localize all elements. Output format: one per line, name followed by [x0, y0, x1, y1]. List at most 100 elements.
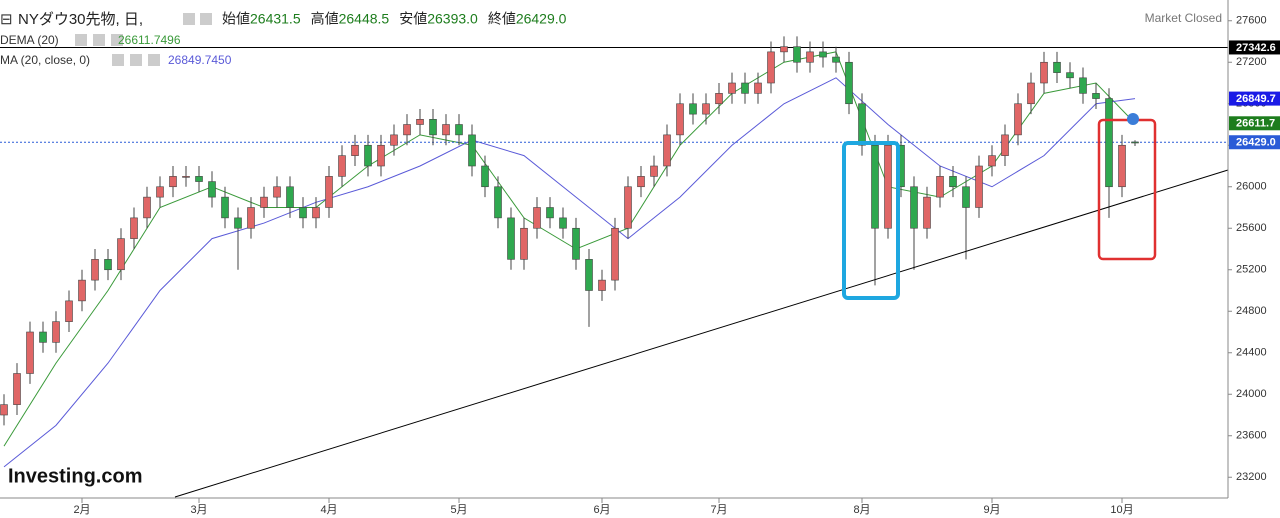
candle-body — [715, 93, 723, 105]
candle-body — [1053, 61, 1061, 73]
x-tick-label: 8月 — [853, 504, 870, 516]
candle-body — [611, 227, 619, 281]
x-tick-label: 6月 — [593, 504, 610, 516]
candle-body — [143, 196, 151, 219]
candle-body — [416, 119, 424, 125]
candle-body — [195, 176, 203, 182]
price-label-box — [1229, 91, 1280, 106]
candle-body — [364, 144, 372, 167]
indicator-line — [3, 77, 1136, 468]
candle-body — [1014, 103, 1022, 136]
candle-body — [1131, 141, 1139, 144]
candle-body — [806, 51, 814, 63]
candle-body — [741, 82, 749, 94]
legend-label: MA (20, close, 0) — [0, 53, 90, 67]
candle-body — [1027, 82, 1035, 105]
settings-icon[interactable] — [93, 34, 105, 46]
settings-icon[interactable] — [112, 54, 124, 66]
y-tick-label: 24400 — [1236, 347, 1267, 359]
candle-body — [780, 46, 788, 53]
ohlc-label: 終値 — [488, 11, 516, 27]
y-tick-label: 23600 — [1236, 430, 1267, 442]
candle-body — [299, 207, 307, 219]
candle-body — [351, 144, 359, 156]
candle-body — [871, 144, 879, 229]
candle-body — [676, 103, 684, 136]
y-tick-label: 24800 — [1236, 305, 1267, 317]
close-icon[interactable] — [111, 34, 123, 46]
y-tick-label: 27200 — [1236, 56, 1267, 68]
candle-body — [923, 196, 931, 229]
event-icon[interactable] — [1127, 113, 1139, 125]
candle-body — [702, 103, 710, 115]
candle-body — [325, 176, 333, 208]
candle-body — [494, 186, 502, 219]
legend-value: 26611.7496 — [118, 33, 181, 47]
candle-body — [1092, 93, 1100, 99]
price-label-box — [1229, 116, 1280, 131]
price-label: 27342.6 — [1236, 42, 1276, 54]
y-tick-label: 26000 — [1236, 181, 1267, 193]
candle-body — [546, 207, 554, 219]
x-tick-label: 7月 — [710, 504, 727, 516]
candle-body — [1079, 77, 1087, 94]
candle-body — [130, 217, 138, 239]
ohlc-value: 26431.5 — [250, 11, 301, 27]
candle-body — [650, 165, 658, 177]
y-tick-label: 24000 — [1236, 388, 1267, 400]
ohlc-label: 高値 — [311, 11, 339, 27]
candle-body — [728, 82, 736, 94]
settings-icon[interactable] — [200, 13, 212, 25]
candle-body — [468, 134, 476, 167]
menu-icon[interactable]: ⊟ — [0, 11, 13, 28]
candle-body — [52, 321, 60, 343]
x-tick-label: 3月 — [190, 504, 207, 516]
candle-body — [559, 217, 567, 229]
settings-icon[interactable] — [75, 34, 87, 46]
candle-body — [442, 124, 450, 136]
candle-body — [689, 103, 697, 115]
candle-body — [403, 124, 411, 136]
candle-body — [624, 186, 632, 229]
candle-body — [832, 56, 840, 63]
settings-icon[interactable] — [183, 13, 195, 25]
candle-body — [13, 373, 21, 405]
candle-body — [39, 331, 47, 343]
y-tick-label: 23200 — [1236, 471, 1267, 483]
price-label-box — [1229, 40, 1280, 55]
candle-body — [429, 119, 437, 136]
y-tick-label: 25600 — [1236, 222, 1267, 234]
ohlc-value: 26393.0 — [427, 11, 478, 27]
highlight-box — [1097, 118, 1157, 261]
close-icon[interactable] — [148, 54, 160, 66]
candle-body — [1066, 72, 1074, 79]
candle-body — [637, 176, 645, 188]
candle-body — [572, 227, 580, 260]
candle-body — [949, 176, 957, 188]
x-tick-label: 4月 — [320, 504, 337, 516]
candle-body — [273, 186, 281, 198]
x-tick-label: 5月 — [450, 504, 467, 516]
candle-body — [208, 181, 216, 198]
trend-line — [174, 169, 1229, 498]
settings-icon[interactable] — [130, 54, 142, 66]
candle-body — [793, 46, 801, 63]
brand-logo: Investing.com — [8, 465, 142, 487]
candle-body — [247, 207, 255, 229]
candle-body — [0, 404, 8, 416]
candle-body — [975, 165, 983, 208]
y-tick-label: 27600 — [1236, 15, 1267, 27]
candle-body — [1118, 144, 1126, 188]
candle-body — [234, 217, 242, 229]
y-tick-label: 25200 — [1236, 264, 1267, 276]
candle-body — [884, 144, 892, 229]
candle-body — [910, 186, 918, 229]
candle-body — [507, 217, 515, 260]
candle-body — [286, 186, 294, 208]
candle-body — [767, 51, 775, 84]
candle-body — [962, 186, 970, 208]
legend-label: DEMA (20) — [0, 33, 59, 47]
candle-body — [1040, 61, 1048, 84]
